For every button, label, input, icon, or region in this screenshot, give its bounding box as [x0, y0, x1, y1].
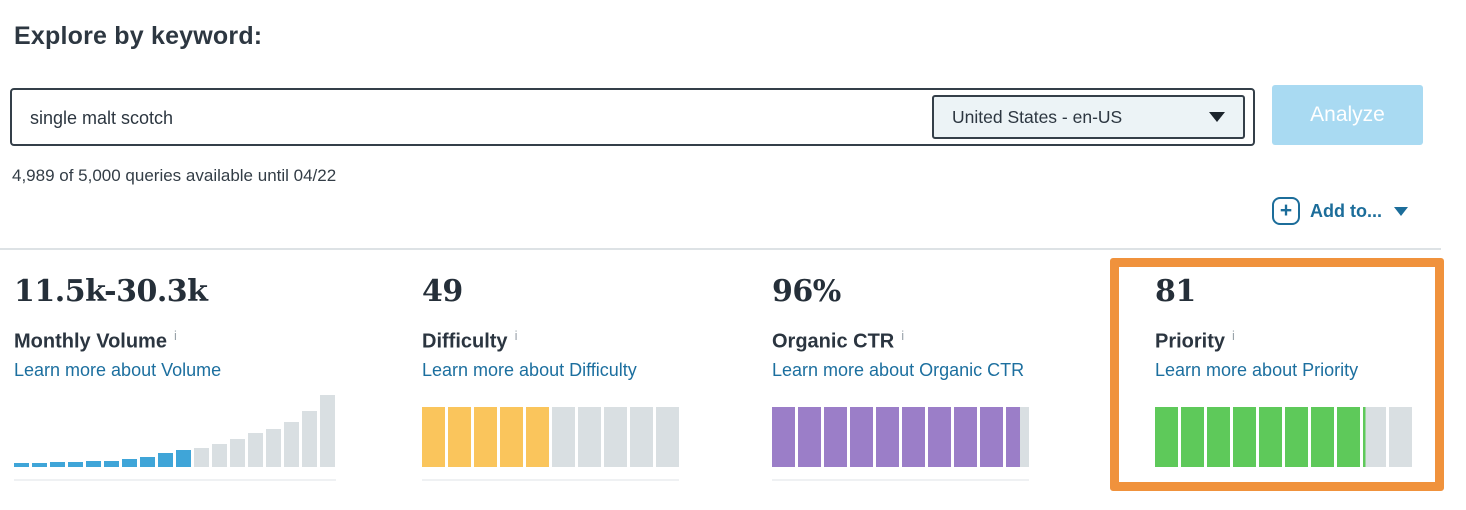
meter-segment: [772, 407, 795, 467]
metric-label: Priority: [1155, 330, 1226, 353]
volume-bar: [176, 450, 191, 467]
priority-meter: [1155, 407, 1412, 467]
meter-segment: [1363, 407, 1386, 467]
volume-bar: [50, 462, 65, 467]
meter-segment: [448, 407, 471, 467]
meter-segment: [552, 407, 575, 467]
priority-highlight-box: [1110, 258, 1444, 491]
meter-segment: [500, 407, 523, 467]
learn-more-link[interactable]: Learn more about Priority: [1155, 360, 1359, 380]
volume-bar: [140, 457, 155, 467]
metric-value: 96%: [772, 274, 841, 309]
volume-bar: [266, 429, 281, 467]
card-underline: [422, 479, 679, 481]
card-underline: [14, 479, 336, 481]
page-title: Explore by keyword:: [14, 22, 263, 50]
volume-bar: [14, 463, 29, 467]
metric-value: 49: [422, 274, 463, 309]
meter-segment: [578, 407, 601, 467]
meter-segment: [928, 407, 951, 467]
meter-segment: [1181, 407, 1204, 467]
volume-bar: [86, 461, 101, 467]
meter-segment: [1207, 407, 1230, 467]
meter-segment: [474, 407, 497, 467]
meter-segment: [1285, 407, 1308, 467]
meter-segment: [1337, 407, 1360, 467]
volume-histogram: [14, 395, 336, 467]
volume-bar: [320, 395, 335, 467]
divider: [0, 248, 1441, 250]
volume-bar: [302, 411, 317, 467]
metric-label: Monthly Volume: [14, 330, 167, 353]
meter-segment: [1259, 407, 1282, 467]
meter-segment: [1389, 407, 1412, 467]
organic-ctr-meter: [772, 407, 1029, 467]
metric-label: Organic CTR: [772, 330, 895, 353]
plus-icon: +: [1272, 197, 1300, 225]
meter-segment: [902, 407, 925, 467]
info-icon[interactable]: i: [1232, 328, 1235, 343]
query-quota-text: 4,989 of 5,000 queries available until 0…: [12, 166, 337, 185]
volume-bar: [104, 461, 119, 467]
volume-bar: [284, 422, 299, 467]
meter-segment: [1155, 407, 1178, 467]
add-to-button[interactable]: + Add to...: [1272, 195, 1408, 227]
keyword-input-box: United States - en-US: [10, 88, 1255, 146]
meter-segment: [876, 407, 899, 467]
card-underline: [772, 479, 1029, 481]
meter-segment: [630, 407, 653, 467]
metric-value: 81: [1155, 274, 1196, 309]
meter-segment: [824, 407, 847, 467]
volume-bar: [230, 439, 245, 467]
difficulty-meter: [422, 407, 679, 467]
keyword-input[interactable]: [28, 92, 912, 144]
volume-bar: [68, 462, 83, 467]
volume-bar: [212, 444, 227, 467]
meter-segment: [1006, 407, 1029, 467]
meter-segment: [604, 407, 627, 467]
add-to-label: Add to...: [1310, 200, 1382, 221]
chevron-down-icon: [1209, 112, 1225, 122]
meter-segment: [656, 407, 679, 467]
learn-more-link[interactable]: Learn more about Volume: [14, 360, 222, 380]
meter-segment: [526, 407, 549, 467]
learn-more-link[interactable]: Learn more about Difficulty: [422, 360, 637, 380]
meter-segment: [850, 407, 873, 467]
meter-segment: [980, 407, 1003, 467]
region-dropdown[interactable]: United States - en-US: [932, 95, 1245, 139]
metric-label: Difficulty: [422, 330, 508, 353]
volume-bar: [158, 453, 173, 467]
learn-more-link[interactable]: Learn more about Organic CTR: [772, 360, 1025, 380]
analyze-button[interactable]: Analyze: [1272, 85, 1423, 145]
info-icon[interactable]: i: [514, 328, 518, 343]
region-dropdown-value: United States - en-US: [952, 106, 1123, 127]
info-icon[interactable]: i: [901, 328, 905, 343]
volume-bar: [194, 448, 209, 467]
volume-bar: [248, 433, 263, 467]
volume-bar: [32, 463, 47, 467]
metric-value: 11.5k-30.3k: [14, 274, 208, 309]
meter-segment: [1311, 407, 1334, 467]
meter-segment: [422, 407, 445, 467]
info-icon[interactable]: i: [173, 328, 177, 343]
chevron-down-icon: [1393, 206, 1408, 216]
meter-segment: [798, 407, 821, 467]
volume-bar: [122, 459, 137, 467]
meter-segment: [1233, 407, 1256, 467]
meter-segment: [954, 407, 977, 467]
